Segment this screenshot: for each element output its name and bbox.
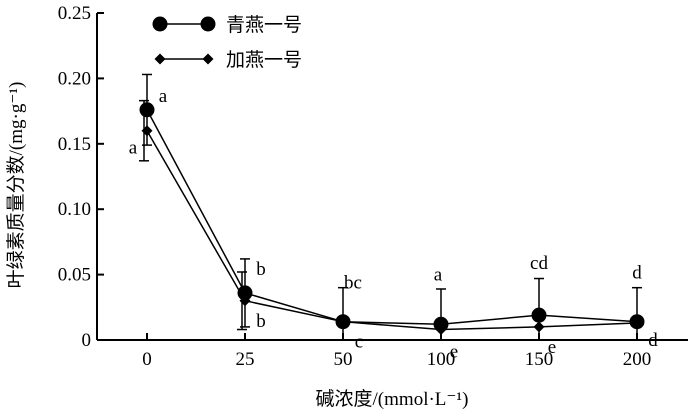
- y-ticks: 0 0.05 0.10 0.15 0.20 0.25: [58, 3, 104, 351]
- significance-label: a: [434, 264, 443, 285]
- data-point: [533, 321, 545, 333]
- data-point: [435, 324, 447, 336]
- legend-marker: [200, 16, 216, 32]
- legend-marker: [152, 16, 168, 32]
- significance-label: d: [632, 263, 642, 284]
- series-2: abc e e d: [129, 99, 658, 363]
- significance-label: b: [256, 259, 266, 280]
- y-tick-label: 0: [82, 330, 92, 351]
- y-tick-label: 0.05: [58, 265, 91, 286]
- legend-marker: [154, 53, 166, 65]
- x-tick-label: 0: [142, 349, 152, 370]
- significance-label: bc: [344, 273, 362, 294]
- x-tick-label: 50: [334, 349, 353, 370]
- legend-marker: [202, 53, 214, 65]
- data-point: [531, 307, 547, 323]
- data-point: [337, 316, 349, 328]
- series-line: [146, 109, 638, 326]
- x-axis-title: 碱浓度/(mmol·L⁻¹): [316, 388, 469, 410]
- x-tick-label: 100: [427, 349, 456, 370]
- x-tick-label: 25: [236, 349, 255, 370]
- y-tick-label: 0.15: [58, 134, 91, 155]
- significance-label: d: [648, 330, 658, 351]
- y-tick-label: 0.25: [58, 3, 91, 24]
- significance-label: b: [256, 311, 266, 332]
- significance-label: e: [450, 342, 458, 363]
- significance-label: a: [129, 138, 138, 159]
- x-tick-label: 200: [623, 349, 652, 370]
- series-1: a b bc a cd d: [139, 73, 645, 341]
- y-tick-label: 0.10: [58, 199, 91, 220]
- significance-label: a: [159, 86, 168, 107]
- data-point: [139, 102, 155, 118]
- significance-label: c: [355, 332, 363, 353]
- data-point: [239, 295, 251, 307]
- x-ticks: 0 25 50 100 150 200: [142, 333, 651, 370]
- data-point: [141, 125, 153, 137]
- y-tick-label: 0.20: [58, 68, 91, 89]
- legend-label: 青燕一号: [226, 14, 302, 36]
- x-tick-label: 150: [525, 349, 554, 370]
- legend-label: 加燕一号: [226, 49, 302, 71]
- y-axis-title: 叶绿素质量分数/(mg·g⁻¹): [5, 82, 27, 289]
- significance-label: cd: [530, 253, 548, 274]
- series-line: [146, 130, 638, 331]
- data-point: [631, 317, 643, 329]
- significance-label: e: [548, 337, 556, 358]
